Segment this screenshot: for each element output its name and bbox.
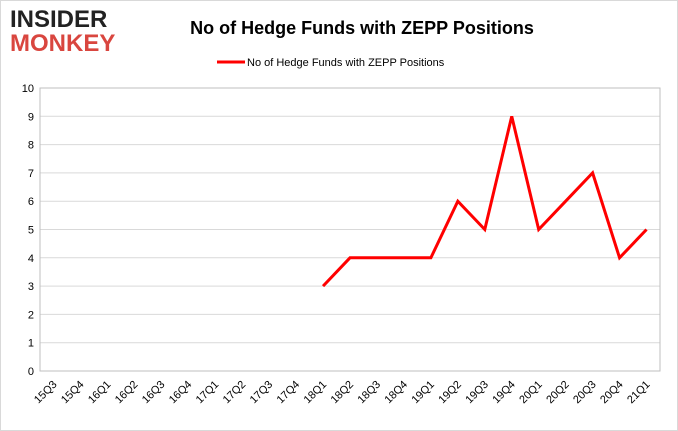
logo-bottom: MONKEY — [10, 30, 115, 57]
legend-label: No of Hedge Funds with ZEPP Positions — [247, 57, 445, 69]
y-tick-label: 7 — [28, 168, 34, 180]
y-tick-label: 6 — [28, 196, 34, 208]
y-tick-label: 2 — [28, 309, 34, 321]
y-tick-label: 1 — [28, 338, 34, 350]
logo-top: INSIDER — [10, 6, 107, 33]
data-line — [321, 115, 648, 288]
y-tick-label: 9 — [28, 111, 34, 123]
y-tick-label: 0 — [28, 366, 34, 378]
y-tick-label: 8 — [28, 140, 34, 152]
y-tick-label: 4 — [28, 253, 34, 265]
y-tick-label: 5 — [28, 225, 34, 237]
chart-title: No of Hedge Funds with ZEPP Positions — [190, 18, 534, 38]
y-tick-label: 10 — [22, 83, 34, 95]
y-tick-label: 3 — [28, 281, 34, 293]
plot-border — [39, 87, 661, 372]
